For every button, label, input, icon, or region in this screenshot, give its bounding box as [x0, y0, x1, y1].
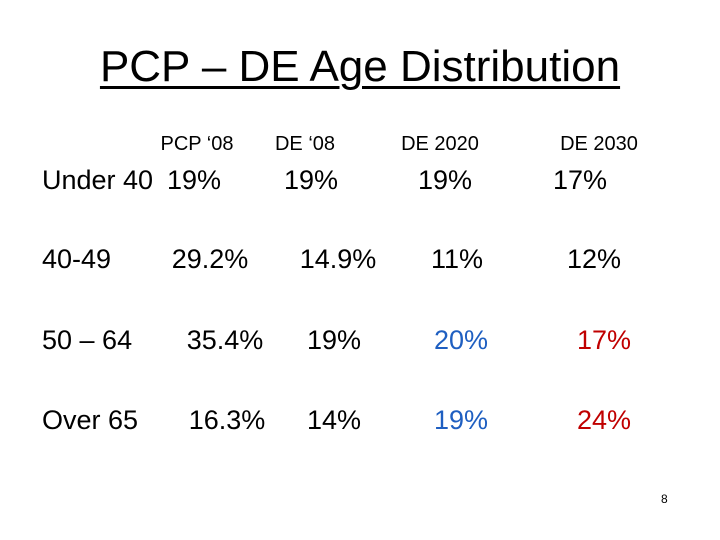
page-number: 8 [661, 492, 668, 506]
cell-value-highlight-red: 17% [576, 325, 632, 355]
row-label: Under 40 [42, 165, 154, 195]
table-header-row: PCP ‘08 DE ‘08 DE 2020 DE 2030 [0, 133, 720, 173]
cell-value-highlight-blue: 19% [433, 405, 489, 435]
row-label: 40-49 [42, 244, 112, 274]
cell-value: 16.3% [188, 405, 266, 435]
table-row-40-49: 40-49 29.2% 14.9% 11% 12% [0, 244, 720, 284]
cell-value: 19% [166, 165, 222, 195]
page-title: PCP – DE Age Distribution [99, 42, 621, 91]
cell-value: 19% [283, 165, 339, 195]
column-header-pcp-08: PCP ‘08 [160, 133, 234, 155]
table-row-50-64: 50 – 64 35.4% 19% 20% 17% [0, 325, 720, 365]
column-header-de-2030: DE 2030 [560, 133, 638, 155]
cell-value-highlight-blue: 20% [433, 325, 489, 355]
cell-value: 19% [306, 325, 362, 355]
cell-value: 19% [417, 165, 473, 195]
table-row-over-65: Over 65 16.3% 14% 19% 24% [0, 405, 720, 445]
cell-value-highlight-red: 24% [576, 405, 632, 435]
cell-value: 11% [430, 244, 484, 274]
table-row-under-40: Under 40 19% 19% 19% 17% [0, 165, 720, 205]
row-label: 50 – 64 [42, 325, 133, 355]
row-label: Over 65 [42, 405, 139, 435]
cell-value: 35.4% [186, 325, 264, 355]
cell-value: 14% [306, 405, 362, 435]
cell-value: 17% [552, 165, 608, 195]
cell-value: 29.2% [171, 244, 249, 274]
column-header-de-08: DE ‘08 [274, 133, 336, 155]
cell-value: 12% [566, 244, 622, 274]
cell-value: 14.9% [299, 244, 377, 274]
column-header-de-2020: DE 2020 [401, 133, 479, 155]
